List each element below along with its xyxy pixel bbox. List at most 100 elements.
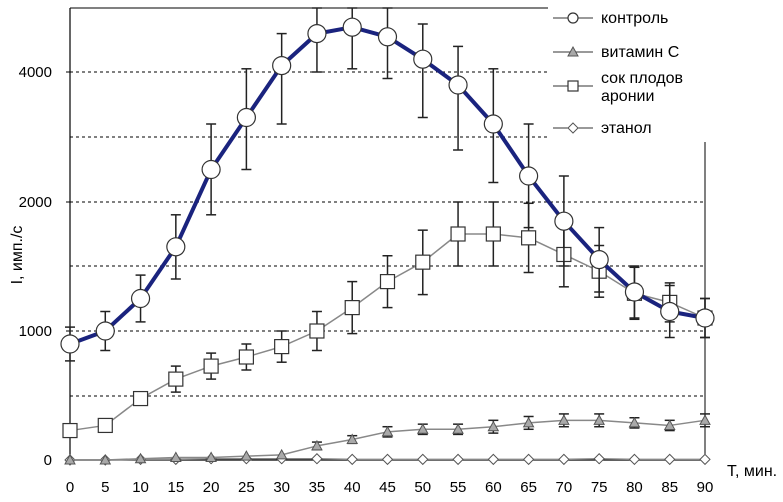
data-point [203, 358, 219, 374]
data-point [166, 237, 186, 257]
x-tick-label: 10 [132, 479, 149, 496]
data-point [134, 452, 147, 464]
y-tick-label: 0 [44, 452, 52, 469]
x-tick-label: 5 [101, 479, 109, 496]
data-point [699, 414, 711, 425]
data-point [450, 226, 466, 242]
data-point [344, 300, 360, 316]
series [60, 7, 715, 466]
data-point [554, 211, 574, 231]
data-point [240, 450, 253, 461]
data-point [62, 422, 78, 439]
data-point [346, 453, 358, 466]
y-tick-label: 1000 [19, 323, 52, 340]
data-point [487, 420, 500, 432]
x-tick-label: 15 [167, 479, 184, 496]
legend-marker [567, 80, 579, 92]
series-control [60, 7, 715, 362]
data-point [236, 107, 256, 128]
legend-item: сок плодов аронии [553, 70, 683, 105]
x-tick-label: 40 [344, 479, 361, 496]
data-point [381, 453, 394, 466]
x-tick-label: 30 [273, 479, 290, 496]
data-point [168, 371, 184, 387]
x-tick-label: 25 [238, 479, 255, 496]
data-point [275, 448, 288, 460]
data-point [628, 416, 641, 428]
data-point [311, 439, 323, 451]
data-point [521, 230, 537, 246]
data-point [452, 423, 464, 434]
data-point [660, 301, 680, 322]
x-tick-label: 80 [626, 479, 643, 496]
data-point [699, 453, 711, 466]
data-point [519, 166, 539, 186]
y-axis-label: I, имп./с [9, 226, 26, 285]
data-point [593, 414, 606, 425]
series-vitamin-c [64, 413, 711, 465]
legend: контроль витамин С сок плодов аронии этанол [548, 2, 783, 142]
legend-item: этанол [553, 120, 652, 137]
x-tick-label: 65 [520, 479, 537, 496]
data-point [97, 417, 113, 434]
data-point [381, 425, 394, 437]
data-point [485, 226, 501, 242]
series-ethanol [64, 453, 711, 466]
data-point [130, 288, 151, 309]
data-point [522, 453, 535, 466]
legend-item: контроль [553, 10, 668, 27]
y-tick-labels: 0 1000 2000 4000 [19, 64, 70, 469]
data-point [307, 23, 327, 44]
data-point [663, 419, 676, 430]
data-point [415, 254, 431, 270]
data-point [238, 349, 254, 365]
legend-label: витамин С [601, 44, 679, 61]
data-point [95, 321, 115, 341]
data-point [274, 339, 290, 355]
data-point [452, 453, 464, 466]
data-point [487, 453, 500, 466]
data-point [558, 414, 570, 425]
x-axis-label: T, мин. [727, 463, 777, 480]
series-aronia [62, 201, 713, 439]
x-tick-label: 60 [485, 479, 502, 496]
legend-background [548, 2, 783, 142]
data-point [205, 451, 217, 462]
data-point [664, 453, 676, 466]
data-point [628, 453, 641, 466]
data-point [558, 453, 570, 466]
data-point [695, 308, 715, 328]
legend-label: контроль [601, 10, 668, 27]
data-point [448, 75, 468, 95]
legend-marker [567, 122, 579, 134]
data-point [60, 334, 80, 354]
data-point [379, 274, 396, 290]
legend-label: этанол [601, 120, 652, 137]
data-point [346, 433, 359, 445]
data-point [624, 282, 645, 302]
x-tick-label: 45 [379, 479, 396, 496]
x-tick-label: 70 [556, 479, 573, 496]
legend-marker [567, 12, 579, 24]
y-tick-label: 2000 [19, 194, 52, 211]
data-point [311, 453, 323, 465]
data-point [413, 49, 433, 69]
x-tick-label: 90 [697, 479, 714, 496]
data-point [483, 114, 503, 134]
x-tick-label: 50 [414, 479, 431, 496]
x-tick-labels: 0 5 10 15 20 25 30 35 40 45 50 55 60 65 70 75 80 85 90 [66, 460, 714, 496]
data-point [593, 453, 605, 465]
data-point [416, 423, 429, 434]
data-point [64, 453, 76, 465]
data-point [169, 451, 182, 462]
x-tick-label: 85 [661, 479, 678, 496]
y-tick-label: 4000 [19, 64, 52, 81]
data-point [377, 27, 398, 47]
x-tick-label: 0 [66, 479, 74, 496]
x-tick-label: 35 [309, 479, 326, 496]
data-point [272, 55, 292, 76]
x-tick-label: 55 [450, 479, 467, 496]
data-point [201, 159, 221, 180]
